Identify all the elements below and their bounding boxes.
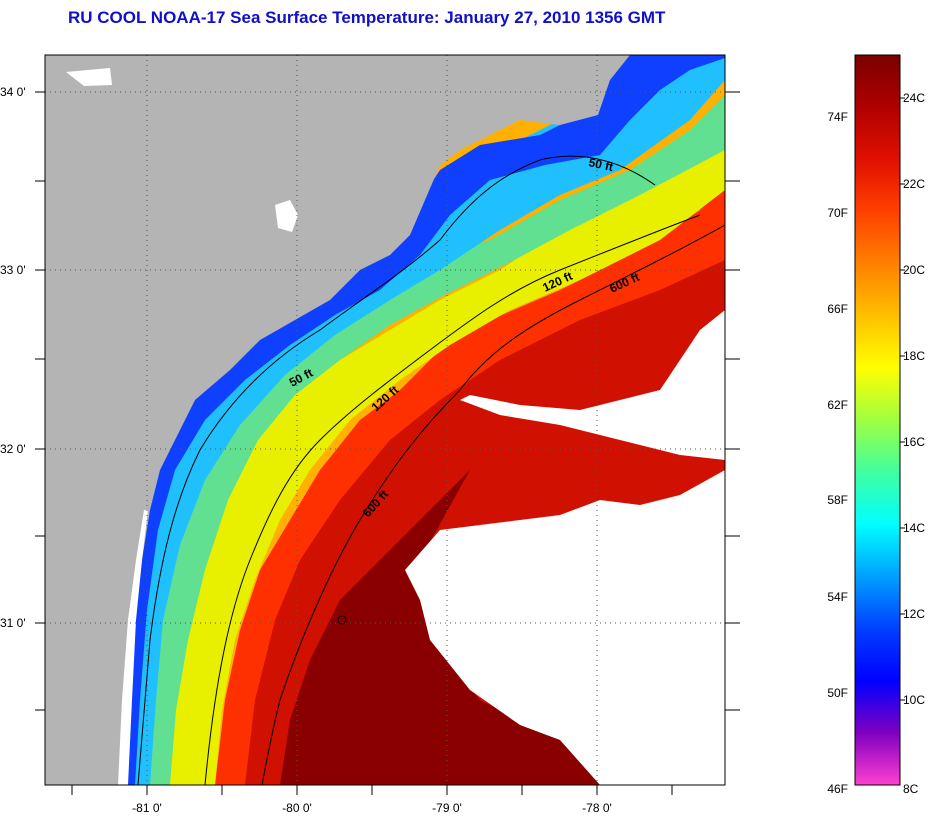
contour-120ft-line [204,214,701,785]
contour-label: 50 ft [587,155,614,174]
longitude-label: -81 0' [132,801,162,815]
map-frame [44,54,726,786]
colorbar-celsius-labels: 24C 22C 20C 18C 16C 14C 12C 10C 8C [900,91,925,796]
colorbar-scale [854,54,901,786]
cloud-mask-south [405,470,725,785]
latitude-label: 33 0' [0,263,26,277]
longitude-label: -78 0' [582,801,612,815]
hot-water-region [280,470,600,785]
celsius-label: 12C [903,607,925,621]
celsius-label: 10C [903,693,925,707]
contour-50ft-line [137,155,656,785]
fahrenheit-label: 58F [827,493,848,507]
latitude-label: 31 0' [0,616,26,630]
latitude-label: 32 0' [0,442,26,456]
celsius-label: 16C [903,435,925,449]
fahrenheit-label: 70F [827,206,848,220]
map-title: RU COOL NOAA-17 Sea Surface Temperature:… [68,8,666,27]
celsius-label: 14C [903,521,925,535]
offshore-red-band [215,150,725,785]
coastal-strip [118,510,148,785]
buoy-marker [337,615,347,625]
fahrenheit-label: 50F [827,686,848,700]
celsius-label: 20C [903,263,925,277]
longitude-label: -79 0' [432,801,462,815]
celsius-label: 8C [903,782,919,796]
fahrenheit-label: 46F [827,782,848,796]
land-mass [45,55,630,785]
fahrenheit-label: 66F [827,302,848,316]
axis-ticks [35,91,740,795]
inland-lake [275,200,298,232]
midshelf-green-band [145,95,725,785]
longitude-label: -80 0' [282,801,312,815]
graticule [45,55,725,785]
colorbar-fahrenheit-labels: 74F 70F 66F 62F 58F 54F 50F 46F [827,110,848,796]
celsius-label: 22C [903,177,925,191]
contour-600ft-line [261,224,725,785]
fahrenheit-label: 74F [827,110,848,124]
inland-lake-north [66,68,112,86]
latitude-label: 34 0' [0,85,26,99]
celsius-label: 24C [903,91,925,105]
cloud-mask-east [460,310,725,460]
fahrenheit-label: 62F [827,398,848,412]
fahrenheit-label: 54F [827,590,848,604]
celsius-label: 18C [903,349,925,363]
